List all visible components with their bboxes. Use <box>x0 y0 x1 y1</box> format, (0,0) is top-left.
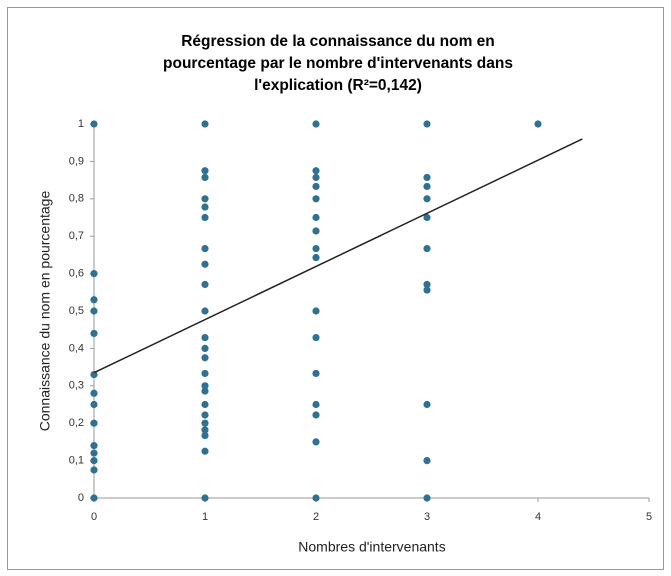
point <box>90 494 98 502</box>
point <box>423 244 431 253</box>
point <box>90 270 98 278</box>
chart-frame <box>7 7 664 570</box>
y-tick-label: 1 <box>78 118 84 130</box>
point <box>423 182 431 191</box>
point <box>201 382 209 390</box>
point <box>423 280 431 289</box>
y-tick-label: 0,2 <box>69 417 84 429</box>
point <box>201 369 209 378</box>
point <box>201 260 209 268</box>
trend-line <box>93 138 583 374</box>
x-tick-label: 0 <box>91 511 97 523</box>
point <box>201 244 209 253</box>
y-axis-title: Connaissance du nom en pourcentage <box>37 191 53 432</box>
point <box>201 120 209 128</box>
point <box>312 494 320 502</box>
y-tick-label: 0,3 <box>69 380 84 392</box>
y-tick-label: 0,5 <box>69 305 84 317</box>
point <box>312 227 320 235</box>
point <box>423 494 431 502</box>
point <box>423 213 431 222</box>
point <box>201 494 209 502</box>
y-tick-label: 0,6 <box>69 268 84 280</box>
point <box>312 400 320 409</box>
point <box>312 173 320 182</box>
point <box>423 195 431 203</box>
point <box>90 389 98 397</box>
point <box>90 120 98 128</box>
y-tick-label: 0,7 <box>69 230 84 242</box>
point <box>201 344 209 352</box>
x-tick-label: 5 <box>646 511 652 523</box>
point <box>312 333 320 342</box>
point <box>201 431 209 440</box>
point <box>201 333 209 342</box>
point <box>201 167 209 175</box>
point <box>90 370 98 379</box>
point <box>312 307 320 315</box>
point <box>201 203 209 211</box>
y-tick-label: 0,9 <box>69 155 84 167</box>
point <box>90 449 98 457</box>
point <box>201 213 209 222</box>
point <box>90 329 98 338</box>
point <box>423 457 431 465</box>
point <box>312 213 320 222</box>
point <box>201 280 209 289</box>
y-tick-label: 0 <box>78 492 84 504</box>
y-tick-label: 0,1 <box>69 455 84 467</box>
point <box>201 173 209 182</box>
chart-title: Régression de la connaissance du nom en <box>181 33 495 50</box>
point <box>423 286 431 294</box>
point <box>201 411 209 419</box>
point <box>312 369 320 378</box>
point <box>312 120 320 128</box>
x-tick-label: 4 <box>535 511 541 523</box>
point <box>312 182 320 191</box>
point <box>201 354 209 362</box>
point <box>201 387 209 395</box>
point <box>201 307 209 315</box>
point <box>90 296 98 304</box>
point <box>90 400 98 409</box>
point <box>534 120 542 128</box>
point <box>423 120 431 128</box>
point <box>312 253 320 262</box>
x-tick-label: 3 <box>424 511 430 523</box>
point <box>312 438 320 446</box>
point <box>423 173 431 182</box>
y-tick-label: 0,8 <box>69 193 84 205</box>
point <box>90 307 98 315</box>
point <box>90 442 98 450</box>
point <box>90 457 98 465</box>
point <box>312 244 320 253</box>
point <box>90 419 98 427</box>
point <box>201 195 209 203</box>
point <box>312 195 320 203</box>
point <box>423 400 431 409</box>
point <box>201 400 209 409</box>
x-tick-label: 2 <box>313 511 319 523</box>
point <box>90 466 98 474</box>
point <box>201 426 209 434</box>
point <box>201 447 209 455</box>
y-tick-label: 0,4 <box>69 342 84 354</box>
x-axis-title: Nombres d'intervenants <box>298 539 445 555</box>
x-tick-label: 1 <box>202 511 208 523</box>
point <box>201 419 209 427</box>
point <box>312 411 320 419</box>
point <box>312 167 320 175</box>
chart-title: l'explication (R²=0,142) <box>254 77 422 94</box>
chart-title: pourcentage par le nombre d'intervenants… <box>163 55 513 72</box>
